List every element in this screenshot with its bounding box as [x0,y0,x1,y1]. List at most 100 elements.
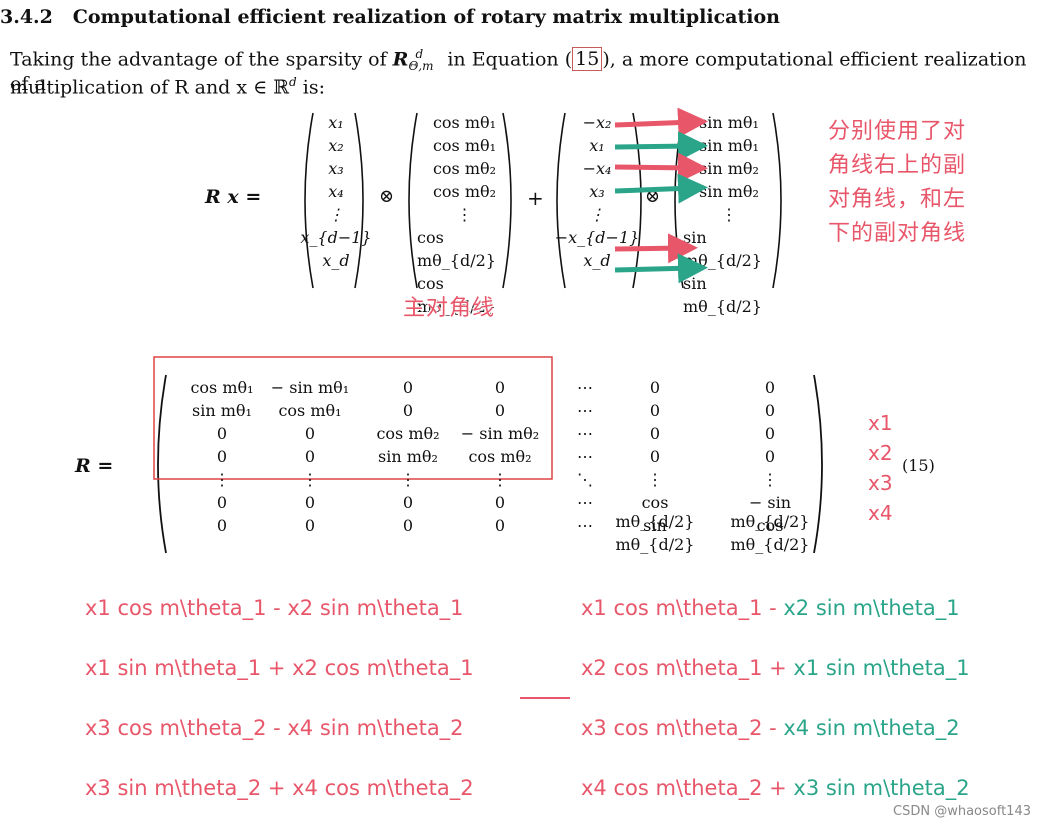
bracket-right-sin [772,112,782,289]
vector-x-entry: x₂ [328,136,344,155]
row-label: x1 [868,411,893,435]
matrix-cell: ⋯ [577,447,593,466]
matrix-cell: ⋮ [762,470,778,489]
side-note-line: 分别使用了对 [828,119,967,144]
expression-right-red: x1 cos m\theta_1 - [581,596,784,620]
matrix-cell: 0 [304,516,316,535]
vector-x-entry: x_{d−1} [300,228,372,247]
arrow-red-3 [614,233,698,264]
equation-ref[interactable]: 15 [572,47,603,72]
bracket-left-xneg [556,112,566,289]
matrix-cell: 0 [402,378,414,397]
row-labels: x1 x2 x3 x4 [868,408,893,528]
vector-cos-entry: cos mθ₁ [432,136,497,155]
matrix-cell: 0 [494,493,506,512]
vector-sin-entry: sin mθ₂ [699,159,759,178]
vector-sin-entry: sin mθ₂ [699,182,759,201]
matrix-cell: 0 [304,424,316,443]
vector-x-neg-entry: −x₄ [582,159,612,178]
rotary-matrix: cos mθ₁ − sin mθ₁ 0 0 ⋯ 0 0 sin mθ₁ cos mθ₁ 0 0 ⋯ 0 0… [150,378,840,554]
eq1-lhs: R x = [205,186,262,208]
side-note-line: 角线右上的副 [828,153,967,178]
bracket-right-x [354,112,364,289]
vector-x-neg: −x₂ x₁ −x₄ x₃ ⋮ −x_{d−1} x_d [555,111,640,272]
bracket-left-x [304,112,314,289]
matrix-cell: ⋯ [577,516,593,535]
matrix-cell: 0 [402,401,414,420]
row-label: x2 [868,441,893,465]
expression-right: x4 cos m\theta_2 + x3 sin m\theta_2 [581,776,970,800]
para-text: Taking the advantage of the sparsity of [10,48,393,71]
arrow-green-2 [614,173,708,204]
matrix-cell: 0 [649,447,661,466]
matrix-cell: 0 [764,424,776,443]
side-diagonal-note: 分别使用了对 角线右上的副 对角线，和左 下的副对角线 [828,115,966,251]
vector-sin-entry: ⋮ [721,205,737,224]
matrix-cell: 0 [402,493,414,512]
expression-right-green: x4 sin m\theta_2 [783,716,960,740]
vector-cos-entry: ⋮ [456,205,473,224]
para-text: multiplication of R and x ∈ ℝ [10,76,290,99]
matrix-cell: 0 [649,378,661,397]
matrix-cell: 0 [216,424,228,443]
arrow-green-1 [614,131,708,162]
vector-x-entry: x₃ [328,159,344,178]
section-title: Computational efficient realization of r… [72,6,780,28]
transform-arrow [520,697,570,699]
side-note-line: 对角线，和左 [828,187,967,212]
side-note-line: 下的副对角线 [828,221,967,246]
section-heading: 3.4.2 Computational efficient realizatio… [0,6,780,28]
expression-right: x3 cos m\theta_2 - x4 sin m\theta_2 [581,716,960,740]
matrix-cell: ⋯ [577,424,593,443]
bracket-right-cos [502,112,512,289]
matrix-cell: ⋯ [577,401,593,420]
matrix-cell: 0 [304,447,316,466]
matrix-cell: cos mθ_{d/2} [730,516,810,554]
expression-right-red: x2 cos m\theta_1 + [581,656,794,680]
vector-x-neg-entry: x₃ [589,182,605,201]
row-label: x4 [868,501,893,525]
matrix-cell: sin mθ_{d/2} [615,516,695,554]
expression-right-green: x3 sin m\theta_2 [793,776,970,800]
arrow-red-2 [614,152,708,183]
matrix-cell: 0 [764,378,776,397]
matrix-cell: 0 [216,493,228,512]
plus-op: + [527,186,544,210]
matrix-cell: sin mθ₂ [378,447,438,466]
matrix-cell: ⋮ [214,470,230,489]
matrix-bracket-right [813,374,823,554]
main-diagonal-note: 主对角线 [403,296,496,321]
matrix-cell: − sin mθ_{d/2} [730,493,810,531]
vector-cos: cos mθ₁ cos mθ₁ cos mθ₂ cos mθ₂ ⋮ cos mθ_{d/2… [417,111,512,318]
eq1-brackets [304,112,782,289]
vector-x: x₁ x₂ x₃ x₄ ⋮ x_{d−1} x_d [300,111,371,272]
bracket-left-cos [408,112,418,289]
vector-x-neg-entry: ⋮ [589,205,605,224]
expression-right-red: x4 cos m\theta_2 + [581,776,794,800]
matrix-cell: 0 [494,378,506,397]
vector-x-neg-entry: −x₂ [582,113,612,132]
vector-cos-entry: cos mθ_{d/2} [417,274,496,316]
matrix-cell: 0 [216,516,228,535]
vector-x-neg-entry: −x_{d−1} [554,228,640,247]
matrix-cell: 0 [764,447,776,466]
para-text: in Equation [441,48,565,71]
matrix-cell: ⋱ [577,470,593,489]
expression-right-red: x3 cos m\theta_2 - [581,716,784,740]
expression-right: x1 cos m\theta_1 - x2 sin m\theta_1 [581,596,960,620]
vector-x-entry: x_d [322,251,350,270]
matrix-cell: ⋮ [302,470,318,489]
matrix-cell: cos mθ_{d/2} [615,493,695,531]
vector-sin-entry: sin mθ₁ [699,113,759,132]
vector-x-entry: ⋮ [328,205,344,224]
highlight-box [153,356,553,480]
matrix-cell: ⋮ [492,470,508,489]
vector-x-entry: x₁ [328,113,344,132]
eq2-lhs: R = [75,455,114,477]
rotary-matrix-symbol: R [392,48,409,71]
vector-x-neg-entry: x₁ [589,136,605,155]
hadamard-op-1: ⊗ [379,186,395,207]
vector-x-neg-entry: x_d [583,251,611,270]
matrix-bracket-left [157,374,167,554]
expression-left: x3 sin m\theta_2 + x4 cos m\theta_2 [85,776,474,800]
